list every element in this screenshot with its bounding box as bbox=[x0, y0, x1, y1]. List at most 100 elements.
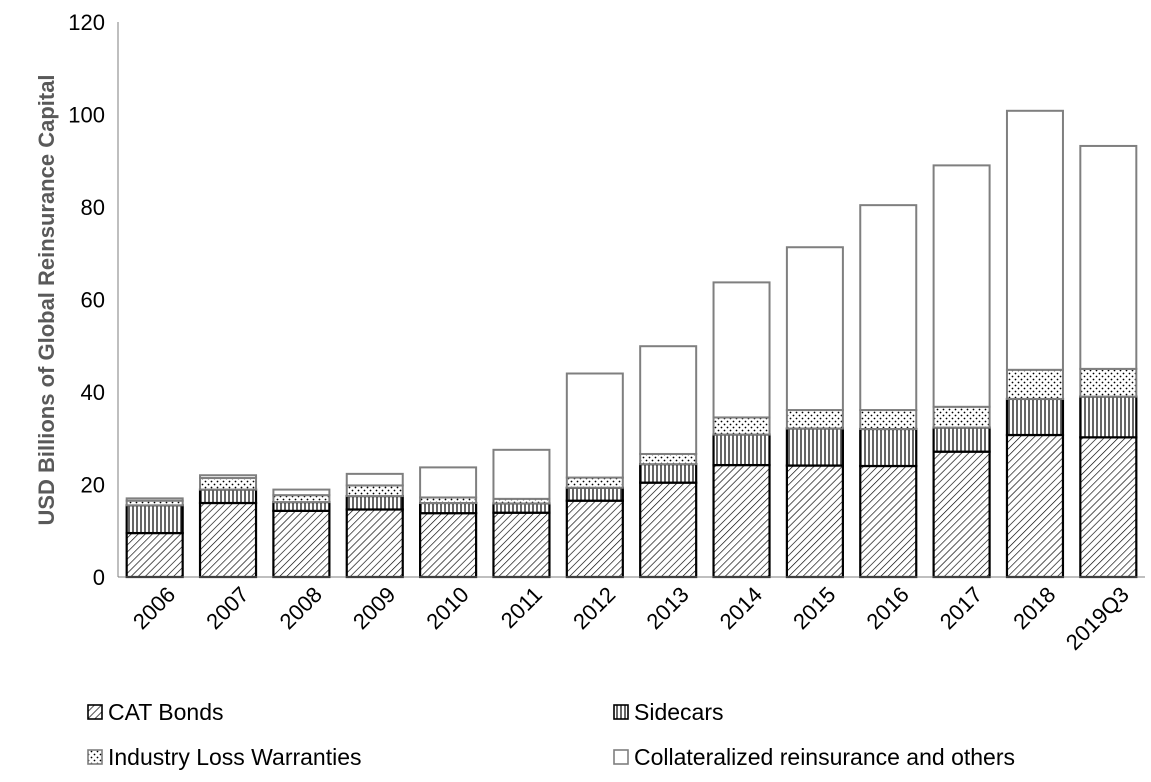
bar-collateralized-reinsurance-and-others-2011 bbox=[492, 448, 551, 500]
bar-cat-bonds-2014 bbox=[712, 463, 771, 579]
bar-collateralized-reinsurance-and-others-2012 bbox=[565, 372, 624, 479]
bar-industry-loss-warranties-2015 bbox=[785, 409, 844, 430]
bar-cat-bonds-2008 bbox=[272, 509, 331, 579]
bar-industry-loss-warranties-2017 bbox=[932, 405, 991, 429]
bar-collateralized-reinsurance-and-others-2006 bbox=[125, 497, 184, 502]
bar-stacks bbox=[125, 109, 1138, 579]
bar-cat-bonds-2015 bbox=[785, 464, 844, 579]
bar-collateralized-reinsurance-and-others-2014 bbox=[712, 281, 771, 419]
bar-sidecars-2013 bbox=[639, 463, 698, 484]
bar-cat-bonds-2012 bbox=[565, 499, 624, 579]
x-tick-label: 2019Q3 bbox=[1061, 582, 1134, 655]
bar-sidecars-2006 bbox=[125, 504, 184, 535]
bar-collateralized-reinsurance-and-others-2015 bbox=[785, 246, 844, 412]
bar-collateralized-reinsurance-and-others-2019q3 bbox=[1079, 144, 1138, 370]
bar-sidecars-2014 bbox=[712, 433, 771, 467]
legend-label: Industry Loss Warranties bbox=[108, 744, 362, 770]
legend-item-sidecars: Sidecars bbox=[613, 699, 723, 725]
bar-industry-loss-warranties-2018 bbox=[1005, 368, 1064, 400]
x-tick-label: 2013 bbox=[641, 582, 693, 634]
bar-sidecars-2015 bbox=[785, 427, 844, 467]
bar-sidecars-2009 bbox=[345, 494, 404, 511]
y-tick-label: 20 bbox=[81, 473, 105, 498]
y-tick-label: 120 bbox=[68, 10, 105, 35]
bar-stack-2012 bbox=[565, 372, 624, 579]
bar-stack-2015 bbox=[785, 246, 844, 579]
x-tick-label: 2009 bbox=[348, 582, 400, 634]
y-tick-label: 0 bbox=[93, 565, 105, 590]
bar-collateralized-reinsurance-and-others-2010 bbox=[419, 466, 478, 499]
bar-industry-loss-warranties-2012 bbox=[565, 476, 624, 489]
legend-label: Sidecars bbox=[634, 699, 723, 725]
bar-stack-2010 bbox=[419, 466, 478, 579]
legend-item-collateralized-reinsurance-and-others: Collateralized reinsurance and others bbox=[613, 744, 1015, 770]
legend-label: CAT Bonds bbox=[108, 699, 223, 725]
x-tick-label: 2012 bbox=[568, 582, 620, 634]
x-tick-label: 2008 bbox=[275, 582, 327, 634]
x-tick-label: 2007 bbox=[201, 582, 253, 634]
bar-sidecars-2008 bbox=[272, 500, 331, 512]
bar-stack-2017 bbox=[932, 164, 991, 579]
legend-label: Collateralized reinsurance and others bbox=[634, 744, 1015, 770]
bar-stack-2014 bbox=[712, 281, 771, 579]
y-tick-labels: 0 20 40 60 80 100 120 bbox=[68, 10, 105, 590]
bar-industry-loss-warranties-2016 bbox=[859, 409, 918, 431]
legend-swatch bbox=[613, 704, 629, 720]
x-tick-label: 2015 bbox=[788, 582, 840, 634]
bar-cat-bonds-2006 bbox=[125, 531, 184, 579]
bar-collateralized-reinsurance-and-others-2018 bbox=[1005, 109, 1064, 371]
bar-industry-loss-warranties-2013 bbox=[639, 452, 698, 466]
bar-industry-loss-warranties-2014 bbox=[712, 416, 771, 436]
bar-collateralized-reinsurance-and-others-2016 bbox=[859, 204, 918, 412]
bar-cat-bonds-2013 bbox=[639, 481, 698, 579]
bar-collateralized-reinsurance-and-others-2013 bbox=[639, 345, 698, 455]
bar-sidecars-2018 bbox=[1005, 397, 1065, 437]
bar-cat-bonds-2016 bbox=[859, 464, 918, 579]
x-tick-label: 2016 bbox=[861, 582, 913, 634]
bar-collateralized-reinsurance-and-others-2008 bbox=[272, 488, 331, 497]
y-tick-label: 40 bbox=[81, 380, 105, 405]
x-tick-label: 2014 bbox=[715, 582, 767, 634]
bar-cat-bonds-2017 bbox=[932, 450, 991, 579]
bar-sidecars-2019q3 bbox=[1079, 395, 1138, 439]
bar-stack-2019q3 bbox=[1079, 144, 1138, 579]
legend-item-industry-loss-warranties: Industry Loss Warranties bbox=[87, 744, 362, 770]
bar-sidecars-2007 bbox=[198, 488, 258, 505]
bar-stack-2008 bbox=[272, 488, 331, 579]
bar-stack-2009 bbox=[345, 472, 404, 579]
bar-sidecars-2017 bbox=[932, 426, 991, 453]
y-axis: 0 20 40 60 80 100 120 USD Billions of Global R… bbox=[34, 10, 119, 590]
x-tick-label: 2018 bbox=[1008, 582, 1060, 634]
x-tick-label: 2010 bbox=[421, 582, 473, 634]
x-tick-label: 2006 bbox=[128, 582, 180, 634]
bar-sidecars-2016 bbox=[859, 427, 918, 468]
bar-collateralized-reinsurance-and-others-2017 bbox=[932, 164, 991, 408]
bar-collateralized-reinsurance-and-others-2009 bbox=[345, 472, 404, 487]
bar-cat-bonds-2018 bbox=[1005, 433, 1065, 579]
x-tick-label: 2017 bbox=[935, 582, 987, 634]
bar-cat-bonds-2019q3 bbox=[1079, 436, 1138, 579]
x-tick-labels: 2006 2007 2008 2009 2010 2011 2012 2013 2014 2015… bbox=[128, 582, 1134, 655]
x-tick-label: 2011 bbox=[496, 582, 547, 633]
bar-cat-bonds-2011 bbox=[492, 511, 551, 579]
bar-sidecars-2010 bbox=[419, 501, 478, 515]
bar-stack-2007 bbox=[198, 474, 258, 579]
bar-stack-2013 bbox=[639, 345, 698, 579]
y-axis-title: USD Billions of Global Reinsurance Capit… bbox=[34, 74, 59, 525]
bar-collateralized-reinsurance-and-others-2007 bbox=[199, 474, 258, 480]
bar-cat-bonds-2007 bbox=[198, 501, 258, 579]
bar-stack-2016 bbox=[859, 204, 918, 579]
bar-stack-2006 bbox=[125, 497, 184, 579]
bar-stack-2018 bbox=[1005, 109, 1065, 579]
bar-industry-loss-warranties-2019q3 bbox=[1079, 367, 1138, 398]
bar-stack-2011 bbox=[492, 448, 551, 579]
bar-sidecars-2012 bbox=[565, 486, 624, 502]
legend-swatch bbox=[87, 749, 103, 765]
y-tick-label: 80 bbox=[81, 195, 105, 220]
y-tick-label: 100 bbox=[68, 103, 105, 128]
bar-cat-bonds-2009 bbox=[345, 508, 404, 579]
legend: CAT Bonds Sidecars Industry Loss Warrantie… bbox=[87, 699, 1015, 770]
bar-industry-loss-warranties-2009 bbox=[345, 484, 404, 498]
legend-swatch bbox=[87, 704, 103, 720]
